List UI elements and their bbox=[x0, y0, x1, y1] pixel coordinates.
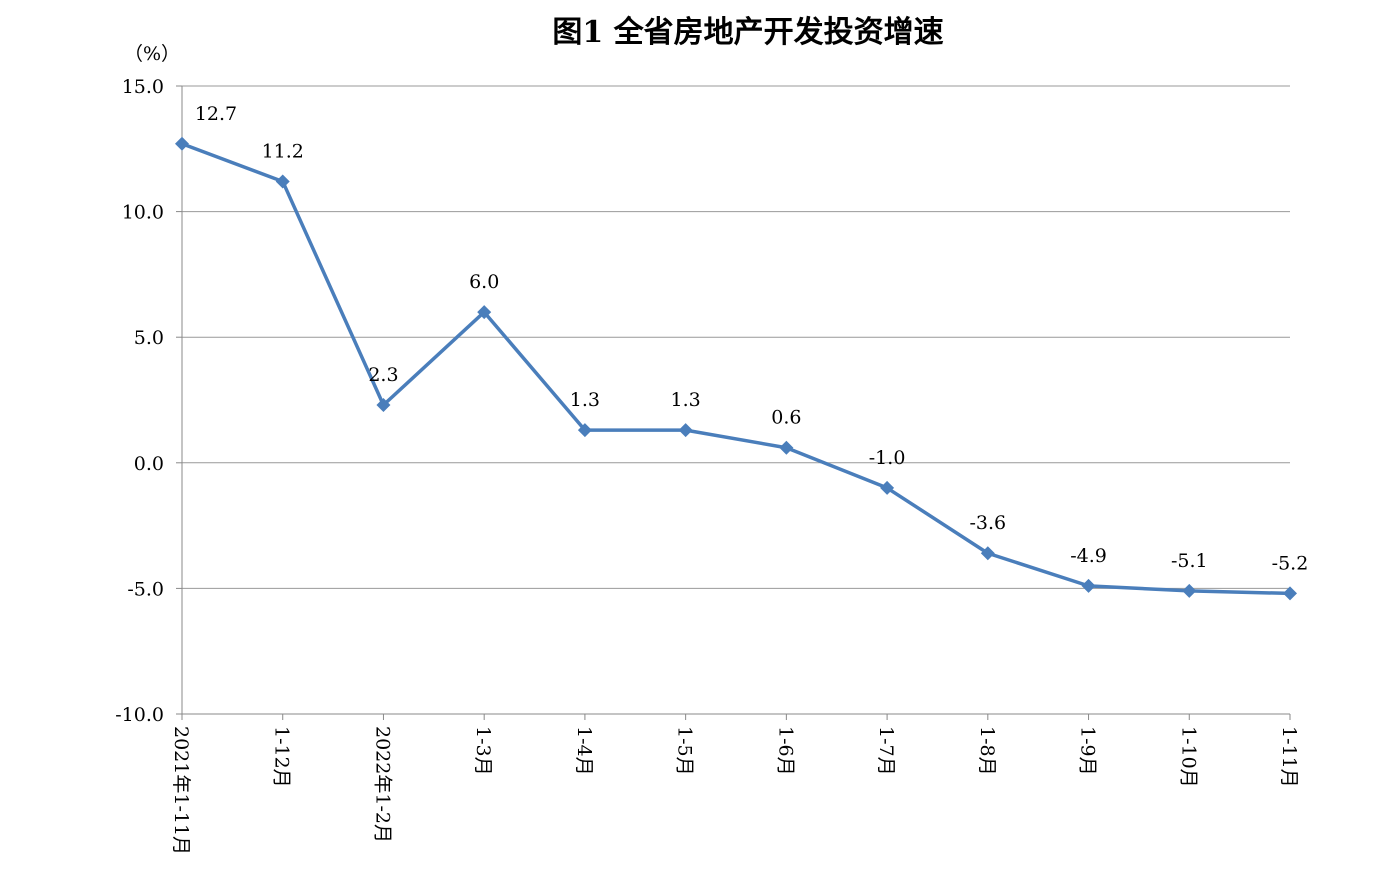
data-label: 11.2 bbox=[262, 140, 304, 162]
marker bbox=[779, 440, 794, 455]
marker bbox=[1283, 586, 1297, 601]
x-tick-label: 1-6月 bbox=[774, 726, 796, 776]
marker bbox=[678, 423, 693, 438]
x-tick-label: 1-5月 bbox=[674, 726, 696, 776]
marker bbox=[880, 480, 895, 495]
y-tick-label: 10.0 bbox=[122, 202, 164, 224]
data-label: 1.3 bbox=[570, 389, 600, 411]
marker bbox=[1081, 578, 1096, 593]
y-tick-label: 15.0 bbox=[122, 76, 164, 98]
x-tick-label: 1-8月 bbox=[976, 726, 998, 776]
y-tick-label: -10.0 bbox=[115, 704, 164, 726]
data-label: -1.0 bbox=[869, 447, 906, 469]
data-label: -5.1 bbox=[1171, 550, 1208, 572]
data-label: 0.6 bbox=[771, 407, 801, 429]
chart-title: 图1 全省房地产开发投资增速 bbox=[552, 15, 943, 50]
x-tick-label: 1-7月 bbox=[875, 726, 897, 776]
data-label: 12.7 bbox=[195, 103, 237, 125]
data-label: 6.0 bbox=[469, 271, 499, 293]
data-label: -4.9 bbox=[1070, 545, 1107, 567]
x-tick-label: 1-9月 bbox=[1077, 726, 1099, 776]
marker bbox=[577, 423, 592, 438]
y-unit: （%） bbox=[124, 43, 180, 65]
marker bbox=[175, 136, 189, 151]
x-tick-label: 1-3月 bbox=[472, 726, 494, 776]
marker bbox=[477, 305, 492, 320]
marker bbox=[376, 398, 391, 413]
y-tick-label: 5.0 bbox=[134, 327, 164, 349]
marker bbox=[275, 174, 290, 189]
x-tick-label: 2021年1-11月 bbox=[170, 726, 192, 855]
marker bbox=[1182, 583, 1197, 598]
x-tick-label: 1-10月 bbox=[1177, 726, 1199, 788]
marker bbox=[980, 546, 995, 561]
x-tick-label: 1-4月 bbox=[573, 726, 595, 776]
x-tick-label: 1-11月 bbox=[1278, 726, 1300, 788]
x-tick-label: 2022年1-2月 bbox=[371, 726, 393, 843]
data-label: -5.2 bbox=[1272, 552, 1309, 574]
y-tick-label: -5.0 bbox=[127, 578, 164, 600]
y-tick-label: 0.0 bbox=[134, 453, 164, 475]
line bbox=[181, 142, 1291, 596]
data-label: -3.6 bbox=[969, 512, 1006, 534]
x-tick-label: 1-12月 bbox=[271, 726, 293, 788]
data-label: 2.3 bbox=[368, 364, 398, 386]
data-label: 1.3 bbox=[671, 389, 701, 411]
